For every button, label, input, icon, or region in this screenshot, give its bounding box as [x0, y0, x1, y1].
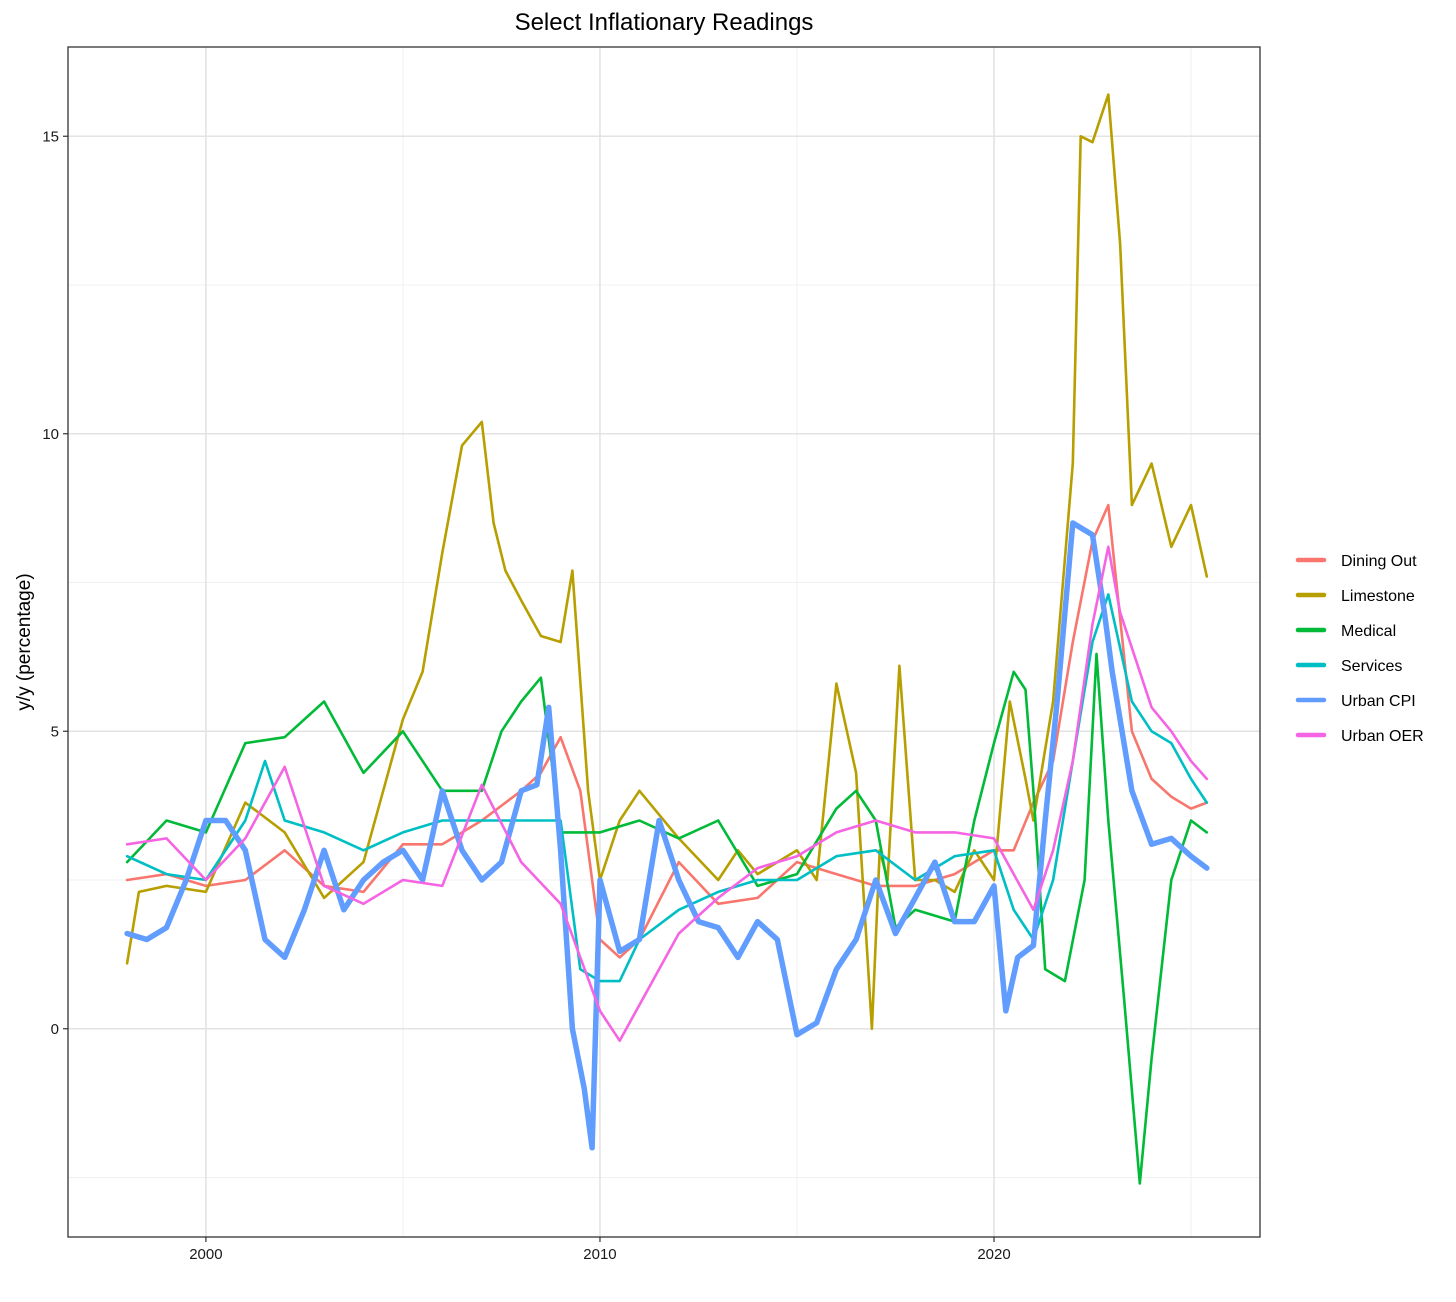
y-tick-label: 15	[42, 128, 59, 145]
series-line-urban-oer	[125, 545, 1209, 1042]
y-axis: 0 5 10 15	[42, 128, 68, 1038]
x-tick-label: 2000	[189, 1246, 222, 1263]
legend-label-urban-oer: Urban OER	[1341, 728, 1424, 745]
series-line-urban-cpi	[124, 520, 1210, 1151]
plot-border	[67, 46, 1261, 1238]
y-tick-label: 10	[42, 426, 59, 443]
series-line-medical	[125, 652, 1209, 1185]
y-tick-label: 0	[51, 1021, 59, 1038]
y-tick-label: 5	[51, 723, 59, 740]
legend-label-limestone: Limestone	[1341, 588, 1415, 605]
legend-label-urban-cpi: Urban CPI	[1341, 693, 1416, 710]
legend-label-services: Services	[1341, 658, 1402, 675]
plot-panel	[68, 47, 1260, 1237]
legend: Dining Out Limestone Medical Services Urban …	[1295, 553, 1424, 745]
grid-lines	[68, 47, 1260, 1237]
y-axis-title: y/y (percentage)	[14, 573, 35, 710]
series-line-services	[125, 593, 1209, 983]
x-tick-label: 2010	[583, 1246, 616, 1263]
series-line-limestone	[125, 93, 1209, 1031]
x-axis: 2000 2010 2020	[189, 1237, 1011, 1263]
series-lines	[124, 93, 1210, 1185]
x-tick-label: 2020	[977, 1246, 1010, 1263]
legend-label-medical: Medical	[1341, 623, 1396, 640]
legend-label-dining-out: Dining Out	[1341, 553, 1417, 570]
chart-title: Select Inflationary Readings	[515, 9, 814, 36]
